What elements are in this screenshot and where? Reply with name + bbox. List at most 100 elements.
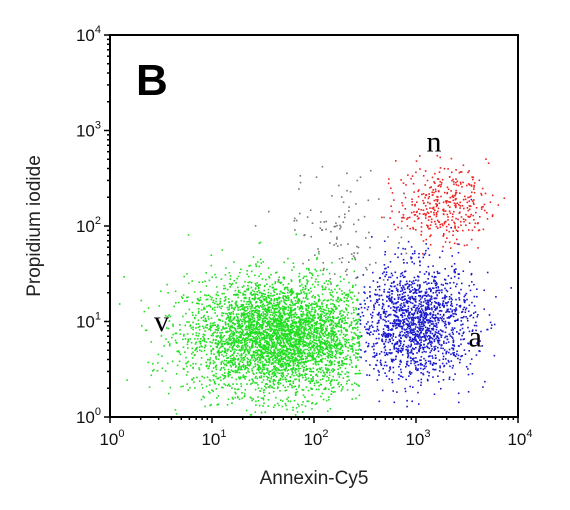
scatter-point <box>284 287 286 289</box>
scatter-point <box>259 241 262 244</box>
scatter-point <box>343 317 346 320</box>
scatter-point <box>237 316 239 318</box>
scatter-point <box>280 350 283 353</box>
scatter-point <box>292 353 295 355</box>
scatter-point <box>305 361 307 363</box>
scatter-point <box>198 303 200 305</box>
scatter-point <box>229 328 231 330</box>
scatter-point <box>279 390 281 392</box>
scatter-point <box>359 331 361 334</box>
scatter-point <box>260 331 262 334</box>
scatter-point <box>276 293 278 295</box>
scatter-point <box>238 365 241 367</box>
scatter-point <box>254 411 257 413</box>
scatter-point <box>273 310 276 312</box>
scatter-point <box>274 360 277 362</box>
scatter-point <box>286 342 289 344</box>
scatter-point <box>237 358 240 361</box>
scatter-point <box>412 289 414 291</box>
scatter-point <box>350 359 353 362</box>
scatter-point <box>265 322 268 324</box>
scatter-point <box>394 314 396 317</box>
scatter-point <box>310 272 313 275</box>
scatter-point <box>278 276 280 279</box>
scatter-point <box>252 351 255 354</box>
scatter-point <box>250 326 253 329</box>
scatter-point <box>286 350 288 353</box>
scatter-point <box>261 300 263 303</box>
scatter-point <box>224 322 227 325</box>
scatter-point <box>265 331 267 333</box>
scatter-point <box>409 336 412 339</box>
scatter-point <box>245 343 248 346</box>
scatter-point <box>297 331 300 333</box>
scatter-point <box>213 382 216 384</box>
scatter-point <box>300 358 303 361</box>
scatter-point <box>298 272 301 275</box>
scatter-point <box>282 308 284 311</box>
scatter-point <box>289 291 291 294</box>
scatter-point <box>326 268 328 271</box>
scatter-point <box>235 305 238 307</box>
scatter-point <box>324 367 327 369</box>
scatter-point <box>356 352 358 355</box>
scatter-point <box>358 344 361 347</box>
scatter-point <box>217 335 219 337</box>
scatter-point <box>217 329 219 332</box>
scatter-point <box>275 376 278 378</box>
scatter-point <box>281 337 284 340</box>
scatter-point <box>297 326 300 328</box>
scatter-point <box>340 364 342 366</box>
scatter-point <box>228 325 230 327</box>
scatter-point <box>322 319 324 322</box>
scatter-point <box>241 308 243 310</box>
scatter-point <box>245 313 248 316</box>
scatter-point <box>232 352 235 355</box>
scatter-point <box>272 304 275 307</box>
scatter-point <box>241 329 244 331</box>
scatter-point <box>195 347 198 349</box>
scatter-point <box>336 324 339 327</box>
scatter-point <box>317 274 319 277</box>
scatter-point <box>226 316 229 319</box>
scatter-point <box>319 383 322 386</box>
scatter-point <box>218 327 220 329</box>
scatter-point <box>357 384 359 387</box>
scatter-point <box>305 342 308 344</box>
scatter-point <box>248 338 250 341</box>
scatter-point <box>233 344 235 346</box>
scatter-point <box>187 296 189 298</box>
scatter-point <box>283 357 286 360</box>
scatter-point <box>250 291 252 294</box>
scatter-point <box>413 287 416 290</box>
scatter-point <box>279 353 282 355</box>
scatter-point <box>271 386 273 389</box>
scatter-point <box>220 361 222 364</box>
scatter-point <box>183 335 185 337</box>
scatter-point <box>292 341 294 344</box>
scatter-point <box>320 341 323 344</box>
scatter-point <box>310 333 313 335</box>
scatter-point <box>288 357 290 360</box>
scatter-point <box>455 353 458 355</box>
scatter-point <box>305 344 307 346</box>
scatter-point <box>295 391 297 394</box>
scatter-point <box>303 332 305 334</box>
scatter-point <box>269 338 271 341</box>
scatter-point <box>416 335 419 338</box>
scatter-point <box>247 336 250 338</box>
scatter-point <box>282 340 285 343</box>
scatter-point <box>265 334 268 337</box>
scatter-point <box>432 376 434 378</box>
scatter-point <box>267 267 270 269</box>
scatter-point <box>282 373 284 376</box>
scatter-point <box>345 355 347 358</box>
scatter-point <box>437 375 439 377</box>
scatter-point <box>227 375 230 378</box>
scatter-point <box>251 346 253 349</box>
scatter-point <box>317 351 320 353</box>
scatter-point <box>250 286 253 289</box>
scatter-point <box>408 322 411 324</box>
scatter-point <box>331 356 333 359</box>
scatter-point <box>376 301 379 304</box>
